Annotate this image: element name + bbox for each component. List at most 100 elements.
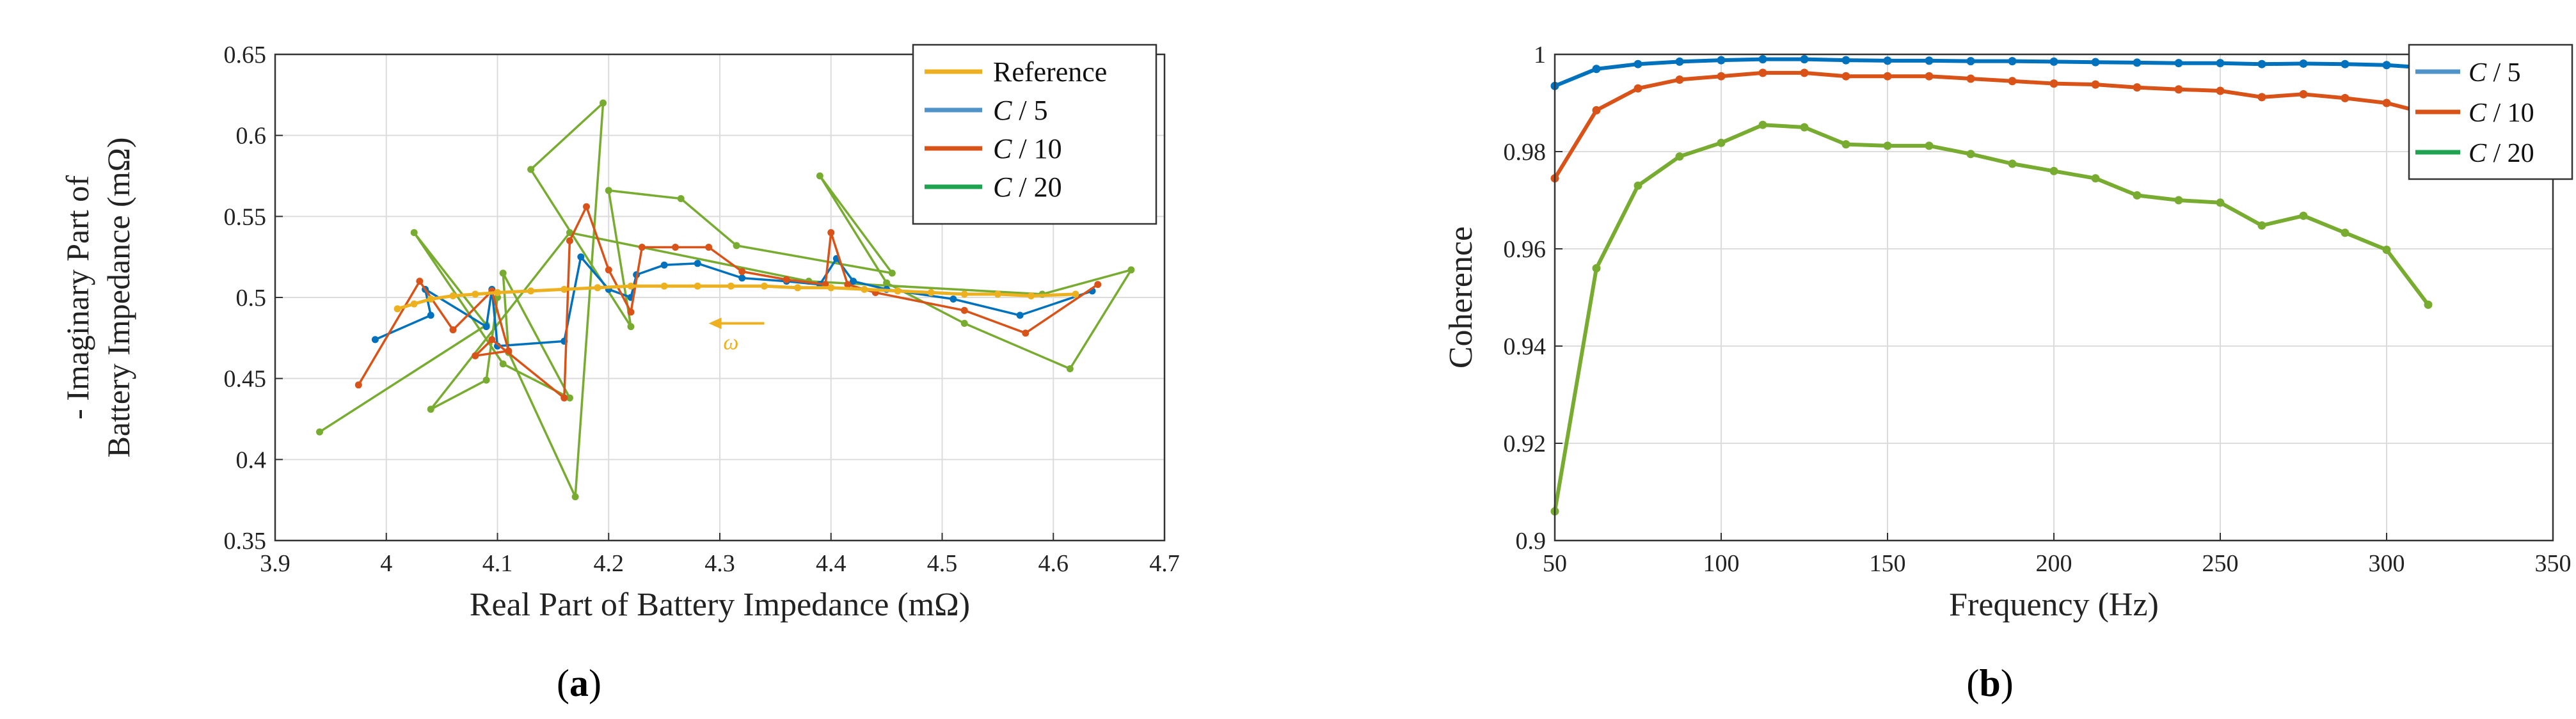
data-point-c5-b	[2257, 59, 2266, 68]
data-point-c5-a	[371, 336, 379, 344]
data-point-c20-a	[566, 394, 573, 402]
data-point-c5-b	[2049, 57, 2058, 66]
data-point-reference-a	[861, 285, 868, 293]
y-tick-label-a: 0.5	[236, 285, 267, 312]
data-point-c10-a	[449, 326, 457, 334]
data-point-c20-a	[627, 323, 635, 331]
data-point-c10-a	[1022, 329, 1030, 337]
x-ticks-b: 50 100 150 200 250 300 350	[1543, 533, 2572, 577]
data-point-c20-b	[1675, 152, 1684, 161]
data-point-c5-a	[427, 312, 434, 319]
chart-panel-b: 50 100 150 200 250 300 350 0.9 0.92 0.94 0.96 0.98…	[1443, 42, 2573, 704]
x-axis-label-a: Real Part of Battery Impedance (mΩ)	[470, 587, 970, 623]
series-line-c5-b	[1554, 57, 2429, 88]
y-tick-label-a: 0.4	[236, 446, 267, 473]
x-tick-label-a: 4.1	[482, 550, 513, 577]
data-point-c10-a	[583, 203, 590, 210]
x-tick-label-b: 150	[1870, 550, 1906, 577]
data-point-c20-b	[1883, 141, 1892, 150]
x-axis-label-b: Frequency (Hz)	[1949, 587, 2159, 623]
data-point-c5-b	[1966, 57, 1975, 66]
y-tick-label-b: 0.92	[1504, 431, 1546, 457]
data-point-reference-a	[594, 284, 601, 292]
data-point-c10-a	[738, 267, 746, 275]
x-ticks-a: 3.9 4 4.1 4.2 4.3 4.4 4.5 4.6 4.7	[260, 533, 1180, 577]
legend-label-c10-b: C / 10	[2469, 99, 2534, 128]
x-tick-label-b: 100	[1703, 550, 1740, 577]
data-point-c5-b	[1883, 56, 1892, 65]
data-point-c20-a	[605, 187, 612, 194]
data-point-c10-a	[1094, 281, 1102, 288]
data-point-c10-a	[627, 308, 635, 316]
data-point-c20-b	[2091, 174, 2100, 183]
data-point-reference-a	[960, 290, 968, 298]
data-point-reference-a	[761, 282, 768, 290]
data-point-c10-a	[566, 237, 573, 244]
data-point-c20-a	[527, 166, 535, 173]
plot-frame-a	[274, 53, 1166, 542]
y-tick-label-a: 0.35	[224, 528, 267, 555]
data-point-c10-b	[1675, 75, 1684, 84]
data-point-c10-b	[1841, 72, 1850, 81]
y-tick-label-b: 0.98	[1504, 139, 1546, 166]
data-point-c5-a	[850, 278, 857, 285]
data-point-c20-b	[2341, 228, 2349, 237]
data-point-c10-b	[2133, 83, 2142, 92]
data-point-reference-a	[727, 282, 735, 290]
data-point-c5-b	[2216, 59, 2225, 68]
x-tick-label-a: 4.7	[1149, 550, 1180, 577]
data-point-c10-b	[2341, 93, 2349, 102]
data-point-c5-a	[577, 253, 585, 261]
data-point-c5-b	[2008, 57, 2017, 66]
data-point-reference-a	[527, 287, 535, 295]
y-tick-label-a: 0.45	[224, 366, 267, 393]
data-point-c20-b	[2382, 246, 2391, 255]
legend-label-reference: Reference	[993, 56, 1107, 88]
y-tick-label-a: 0.55	[224, 203, 267, 230]
data-point-c20-a	[566, 229, 573, 237]
data-point-reference-a	[927, 288, 935, 296]
data-point-c20-a	[482, 376, 490, 384]
data-point-c5-b	[1675, 57, 1684, 66]
legend-a: Reference C / 5 C / 10 C / 20	[912, 43, 1157, 225]
x-tick-label-b: 50	[1543, 550, 1567, 577]
data-point-c10-a	[844, 281, 852, 288]
legend-label-c20-b: C / 20	[2469, 139, 2534, 168]
y-tick-label-a: 0.6	[236, 123, 267, 150]
omega-arrowhead	[708, 317, 722, 329]
legend-label-c20-a: C / 20	[993, 171, 1062, 203]
data-point-c5-a	[950, 296, 957, 303]
data-point-c5-a	[738, 274, 746, 282]
data-point-c20-b	[1925, 141, 1934, 150]
data-point-c5-b	[1592, 65, 1601, 74]
data-point-c10-a	[354, 381, 362, 389]
data-point-c20-b	[2008, 159, 2017, 168]
data-point-c5-b	[1717, 56, 1726, 65]
legend-b: C / 5 C / 10 C / 20	[2408, 43, 2573, 180]
data-point-c20-a	[316, 428, 323, 436]
data-point-c20-a	[410, 229, 418, 237]
data-point-reference-a	[394, 305, 401, 313]
data-point-c20-a	[499, 269, 507, 277]
data-point-c10-b	[1883, 72, 1892, 81]
data-point-c5-b	[1925, 56, 1934, 65]
data-point-reference-a	[694, 282, 701, 290]
data-point-c20-a	[427, 406, 434, 413]
omega-annotation: ω	[723, 331, 738, 354]
series-line-c5-a	[374, 255, 1093, 347]
legend-box-a	[912, 43, 1157, 225]
data-point-c20-a	[960, 320, 968, 328]
data-point-c10-b	[2257, 93, 2266, 102]
data-point-c20-b	[2299, 211, 2308, 220]
data-point-c20-b	[1800, 123, 1809, 132]
data-point-reference-a	[410, 300, 418, 308]
x-tick-label-a: 4.5	[927, 550, 958, 577]
data-point-c10-a	[783, 276, 790, 283]
data-point-c10-b	[1717, 72, 1726, 81]
x-tick-label-b: 350	[2535, 550, 2572, 577]
data-point-reference-a	[561, 285, 568, 293]
data-point-c10-a	[605, 266, 612, 274]
data-point-reference-a	[794, 284, 802, 292]
data-point-reference-a	[994, 290, 1001, 298]
data-point-c20-a	[1066, 365, 1074, 372]
